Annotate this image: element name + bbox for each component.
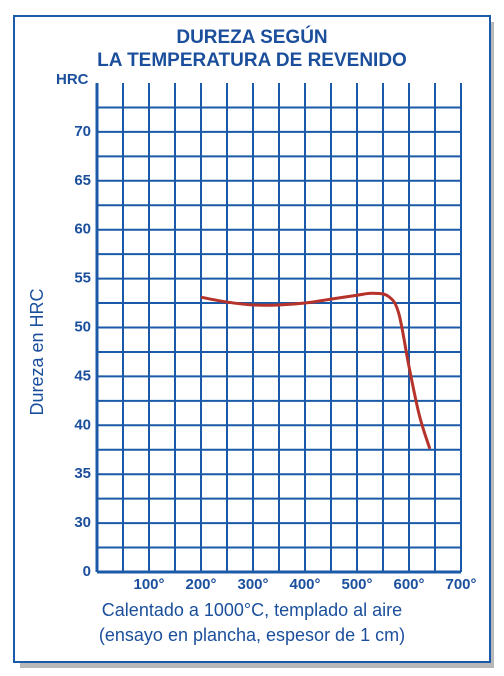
x-axis-label: (ensayo en plancha, espesor de 1 cm) — [99, 625, 405, 645]
chart-title: LA TEMPERATURA DE REVENIDO — [97, 50, 407, 71]
chart-title: DUREZA SEGÚN — [176, 26, 327, 48]
y-tick-label: 60 — [74, 221, 91, 238]
y-unit: HRC — [56, 71, 89, 88]
data-line — [200, 291, 432, 450]
x-tick-label: 500° — [341, 576, 372, 593]
x-tick-label: 600° — [393, 576, 424, 593]
y-tick-label: 55 — [74, 270, 91, 287]
y-tick-label: 30 — [74, 514, 91, 531]
y-tick-label: 40 — [74, 416, 91, 433]
y-tick-label: 35 — [74, 465, 91, 482]
y-tick-label: 45 — [74, 367, 91, 384]
x-tick-label: 400° — [289, 576, 320, 593]
y-tick-label: 70 — [74, 123, 91, 140]
y-axis-label: Dureza en HRC — [27, 288, 47, 415]
x-tick-label: 300° — [237, 576, 268, 593]
x-tick-label: 200° — [185, 576, 216, 593]
y-tick-label: 50 — [74, 318, 91, 335]
x-tick-label: 700° — [445, 576, 476, 593]
y-tick-label: 0 — [83, 563, 91, 580]
x-axis-label: Calentado a 1000°C, templado al aire — [102, 600, 402, 620]
x-tick-label: 100° — [133, 576, 164, 593]
y-tick-label: 65 — [74, 172, 91, 189]
